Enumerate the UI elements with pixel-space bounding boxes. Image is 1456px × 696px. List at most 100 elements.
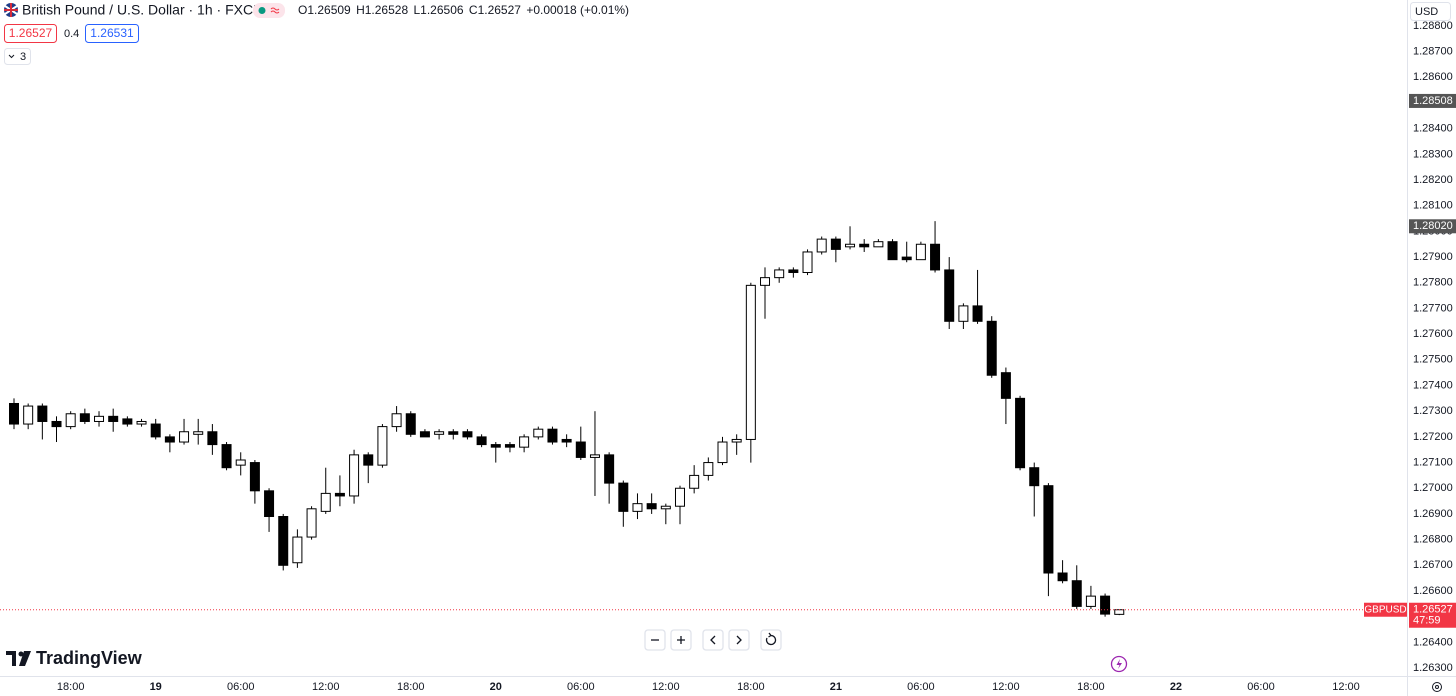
candle-body bbox=[405, 413, 416, 435]
price-marker-label: 1.28508 bbox=[1413, 95, 1453, 107]
chevron bbox=[8, 54, 15, 59]
candle-body bbox=[802, 251, 813, 274]
status-badge[interactable] bbox=[253, 3, 285, 18]
candle-body bbox=[9, 402, 19, 425]
symbol-title: British Pound / U.S. Dollar · 1h · FXCM bbox=[22, 2, 265, 18]
candle-body bbox=[788, 269, 799, 274]
candle-body bbox=[873, 241, 884, 248]
candle-body bbox=[1085, 595, 1096, 607]
candle-body bbox=[646, 503, 657, 510]
ohlc-legend: O1.26509 H1.26528 L1.26506 C1.26527 +0.0… bbox=[298, 3, 629, 17]
y-tick-label: 1.28400 bbox=[1413, 123, 1453, 135]
candle-body bbox=[94, 415, 105, 422]
ohlc-letter: L bbox=[413, 3, 420, 17]
candle-body bbox=[547, 428, 558, 443]
x-tick-label: 12:00 bbox=[652, 681, 680, 693]
candle-body bbox=[108, 415, 119, 422]
y-tick-label: 1.27500 bbox=[1413, 354, 1453, 366]
flag-icon bbox=[4, 3, 18, 17]
candle-body bbox=[476, 436, 487, 446]
candle-body bbox=[490, 444, 501, 448]
y-tick-label: 1.27300 bbox=[1413, 405, 1453, 417]
candle-body bbox=[561, 438, 572, 443]
candle-body bbox=[689, 474, 700, 489]
x-tick-label: 21 bbox=[830, 681, 842, 693]
indicator-count: 3 bbox=[20, 51, 26, 63]
candle-body bbox=[235, 459, 246, 466]
x-tick-label: 18:00 bbox=[57, 681, 85, 693]
candle-body bbox=[887, 241, 898, 261]
currency: USD bbox=[1415, 6, 1438, 18]
last-price-box bbox=[1409, 602, 1456, 628]
candle-body bbox=[845, 243, 856, 248]
buy-price: 1.26531 bbox=[90, 26, 134, 40]
x-tick-label: 18:00 bbox=[397, 681, 425, 693]
candle-body bbox=[51, 420, 62, 428]
candle-body bbox=[745, 284, 756, 440]
candle-body bbox=[1071, 580, 1082, 607]
candle-body bbox=[207, 431, 218, 446]
y-tick-label: 1.28200 bbox=[1413, 174, 1453, 186]
candle-body bbox=[604, 454, 615, 484]
candle-body bbox=[1000, 372, 1011, 399]
y-tick-label: 1.26700 bbox=[1413, 559, 1453, 571]
price-marker-box bbox=[1409, 219, 1456, 234]
scroll-right[interactable] bbox=[728, 629, 750, 651]
y-tick-label: 1.27100 bbox=[1413, 456, 1453, 468]
candle-body bbox=[1029, 467, 1040, 487]
candle-body bbox=[278, 516, 289, 566]
y-tick-label: 1.28600 bbox=[1413, 71, 1453, 83]
indicators-toggle[interactable] bbox=[4, 48, 31, 65]
y-tick-label: 1.26600 bbox=[1413, 585, 1453, 597]
x-tick-label: 12:00 bbox=[1332, 681, 1360, 693]
candle-body bbox=[249, 462, 260, 492]
candle-body bbox=[419, 431, 430, 438]
candle-body bbox=[830, 238, 841, 250]
y-tick-label: 1.26300 bbox=[1413, 662, 1453, 674]
sell-price: 1.26527 bbox=[9, 26, 53, 40]
candle-body bbox=[193, 431, 204, 435]
ohlc-value: 1.26527 bbox=[478, 3, 522, 17]
plot-area bbox=[9, 221, 1125, 617]
candle-body bbox=[150, 423, 161, 438]
price-marker-box bbox=[1409, 93, 1456, 108]
logo-text: TradingView bbox=[36, 648, 143, 668]
candle-body bbox=[334, 492, 345, 497]
candle-body bbox=[179, 431, 190, 443]
ohlc-change: +0.00018 (+0.01%) bbox=[526, 3, 629, 17]
x-tick-label: 18:00 bbox=[737, 681, 765, 693]
y-tick-label: 1.28100 bbox=[1413, 200, 1453, 212]
candle-body bbox=[519, 436, 530, 448]
candle-body bbox=[292, 536, 303, 564]
scroll-left[interactable] bbox=[702, 629, 724, 651]
candle-body bbox=[533, 428, 544, 438]
candle-body bbox=[986, 320, 997, 376]
candle-body bbox=[660, 505, 671, 510]
candle-body bbox=[377, 426, 388, 466]
candle-body bbox=[901, 256, 912, 261]
ohlc-value: 1.26506 bbox=[420, 3, 464, 17]
reset-chart[interactable] bbox=[760, 629, 782, 651]
candle-body bbox=[136, 420, 147, 425]
candle-body bbox=[859, 243, 870, 248]
x-tick-label: 22 bbox=[1170, 681, 1182, 693]
sell-button[interactable] bbox=[4, 24, 57, 43]
settings-icon[interactable] bbox=[1432, 682, 1442, 692]
market-open-dot bbox=[258, 7, 266, 14]
tradingview-logo bbox=[6, 651, 31, 666]
events-icon[interactable] bbox=[1110, 655, 1128, 673]
ohlc-value: 1.26528 bbox=[365, 3, 409, 17]
candle-body bbox=[221, 444, 232, 469]
last-price-label: 1.26527 bbox=[1413, 604, 1453, 616]
buy-button[interactable] bbox=[85, 24, 139, 43]
currency-button[interactable] bbox=[1410, 2, 1451, 21]
candle-body bbox=[575, 441, 586, 458]
y-tick-label: 1.27200 bbox=[1413, 431, 1453, 443]
candle-body bbox=[462, 431, 473, 438]
candle-body bbox=[774, 269, 785, 279]
candle-body bbox=[1114, 609, 1125, 615]
y-tick-label: 1.28800 bbox=[1413, 20, 1453, 32]
symbol-tag-label: GBPUSD bbox=[1364, 604, 1406, 615]
y-tick-label: 1.27700 bbox=[1413, 302, 1453, 314]
